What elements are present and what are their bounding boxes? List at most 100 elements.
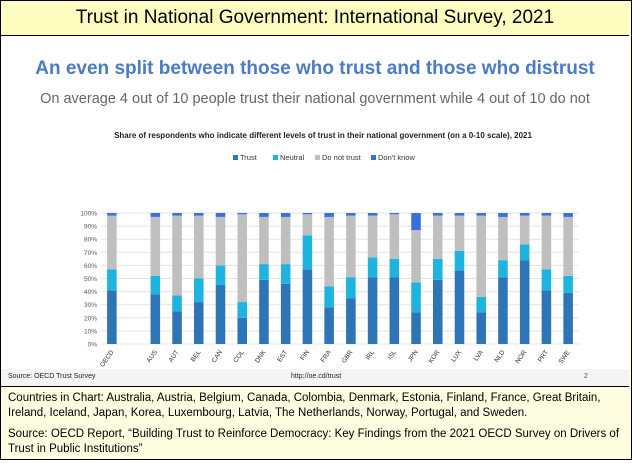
- x-tick-label: FRA: [320, 349, 334, 364]
- bar-col-trust: [237, 317, 248, 344]
- bar-can-don-t-know: [215, 213, 226, 217]
- bar-est-neutral: [280, 264, 291, 284]
- bar-can-trust: [215, 285, 226, 344]
- x-tick-label: LVA: [473, 349, 486, 363]
- y-tick-label: 20%: [84, 315, 97, 322]
- legend-swatch-neutral: [273, 155, 278, 160]
- bar-est-don-t-know: [280, 213, 291, 217]
- chart-legend: Trust Neutral Do not trust Don't know: [233, 153, 415, 162]
- notes: Countries in Chart: Australia, Austria, …: [8, 391, 624, 463]
- x-tick-label: AUS: [146, 349, 160, 365]
- bar-col-neutral: [237, 302, 248, 318]
- bar-swe-trust: [563, 292, 573, 344]
- x-tick-label: BEL: [190, 349, 203, 363]
- countries-note: Countries in Chart: Australia, Austria, …: [8, 392, 601, 419]
- bar-isl-trust: [389, 277, 400, 344]
- legend-label-neutral: Neutral: [280, 153, 305, 162]
- legend-label-trust: Trust: [240, 153, 258, 162]
- x-tick-label: ISL: [387, 349, 399, 361]
- legend-swatch-don-t-know: [371, 155, 376, 160]
- x-tick-label: NLD: [493, 349, 506, 364]
- x-tick-label: CAN: [211, 349, 225, 365]
- bar-col-don-t-know: [237, 213, 248, 215]
- y-tick-label: 50%: [84, 276, 97, 283]
- bar-bel-do-not-trust: [193, 215, 204, 279]
- bar-lva-neutral: [476, 296, 487, 313]
- y-tick-label: 30%: [84, 302, 97, 309]
- x-tick-label: GBR: [341, 349, 355, 365]
- slide-subhead: On average 4 out of 10 people trust thei…: [40, 91, 590, 107]
- footer-source: Source: OECD Trust Survey: [8, 373, 96, 380]
- bar-lva-do-not-trust: [476, 215, 487, 297]
- bar-prt-trust: [541, 290, 552, 344]
- bar-aus-don-t-know: [150, 213, 161, 217]
- bar-nld-don-t-know: [498, 213, 508, 217]
- x-tick-label: JPN: [407, 349, 420, 363]
- bar-oecd-trust: [107, 290, 117, 344]
- y-tick-label: 60%: [84, 263, 97, 270]
- bar-gbr-don-t-know: [346, 213, 356, 216]
- bar-prt-don-t-know: [541, 213, 552, 216]
- bar-isl-don-t-know: [389, 213, 400, 215]
- chart-x-labels: OECD AUS AUT BEL CAN COL DNK EST FIN FRA GBR IRL ISL…: [99, 349, 572, 369]
- legend-label-do-not-trust: Do not trust: [322, 153, 362, 162]
- bar-aus-trust: [150, 294, 161, 344]
- bar-bel-neutral: [193, 278, 204, 303]
- bar-dnk-neutral: [259, 264, 269, 280]
- bar-fra-trust: [324, 307, 334, 344]
- bar-nld-do-not-trust: [498, 216, 508, 261]
- y-tick-label: 100%: [80, 211, 97, 218]
- bar-can-do-not-trust: [215, 216, 226, 266]
- x-tick-label: KOR: [428, 349, 442, 365]
- x-tick-label: LUX: [450, 349, 463, 364]
- x-tick-label: AUT: [167, 349, 180, 364]
- bar-nor-don-t-know: [519, 213, 530, 216]
- page-title: Trust in National Government: Internatio…: [1, 1, 629, 36]
- y-tick-label: 40%: [84, 289, 97, 296]
- slide-headline: An even split between those who trust an…: [35, 58, 595, 79]
- x-tick-label: PRT: [537, 349, 550, 364]
- y-tick-label: 70%: [84, 250, 97, 257]
- bar-nld-trust: [498, 277, 508, 344]
- bar-aus-neutral: [150, 275, 161, 295]
- x-tick-label: OECD: [99, 349, 116, 369]
- bar-jpn-neutral: [411, 282, 421, 313]
- x-tick-label: FIN: [299, 349, 311, 362]
- bar-est-trust: [280, 283, 291, 344]
- bar-fin-trust: [302, 269, 313, 344]
- bar-fra-do-not-trust: [324, 216, 334, 287]
- footer-url[interactable]: http://oe.cd/trust: [291, 373, 342, 380]
- bar-lux-trust: [454, 270, 465, 344]
- bar-dnk-don-t-know: [259, 213, 269, 217]
- bar-lva-trust: [476, 312, 487, 344]
- bar-fin-neutral: [302, 235, 313, 270]
- bar-gbr-neutral: [346, 277, 356, 299]
- legend-swatch-do-not-trust: [315, 155, 320, 160]
- bar-jpn-do-not-trust: [411, 230, 421, 283]
- y-tick-label: 90%: [84, 224, 97, 231]
- bar-irl-neutral: [367, 257, 378, 278]
- bar-oecd-do-not-trust: [107, 215, 117, 270]
- bar-kor-don-t-know: [432, 213, 443, 216]
- slide-footer: [1, 369, 629, 386]
- chart-bars: [107, 213, 573, 344]
- bar-kor-neutral: [432, 258, 443, 280]
- bar-irl-don-t-know: [367, 213, 378, 216]
- bar-oecd-don-t-know: [107, 213, 117, 216]
- bar-swe-neutral: [563, 275, 573, 293]
- x-tick-label: NOR: [514, 349, 528, 365]
- bar-kor-do-not-trust: [432, 215, 443, 259]
- bar-nor-do-not-trust: [519, 215, 530, 245]
- bar-irl-do-not-trust: [367, 215, 378, 258]
- bar-lux-do-not-trust: [454, 215, 465, 251]
- bar-nld-neutral: [498, 260, 508, 278]
- bar-fin-do-not-trust: [302, 214, 313, 236]
- bar-swe-do-not-trust: [563, 216, 573, 276]
- x-tick-label: DNK: [254, 349, 268, 365]
- stacked-bar-chart: Share of respondents who indicate differ…: [80, 131, 579, 369]
- bar-aut-do-not-trust: [172, 215, 182, 296]
- bar-gbr-trust: [346, 298, 356, 344]
- y-tick-label: 10%: [84, 328, 97, 335]
- footer-page-number: 2: [584, 373, 588, 380]
- legend-swatch-trust: [233, 155, 238, 160]
